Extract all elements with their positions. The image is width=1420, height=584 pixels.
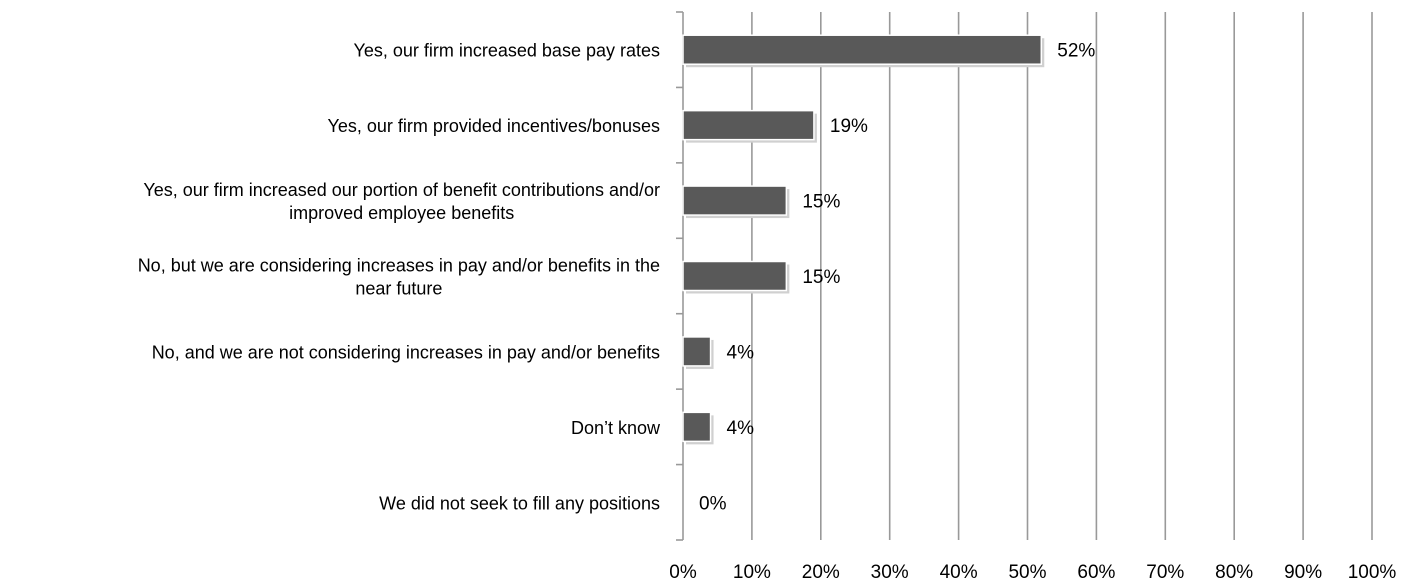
category-label-line: We did not seek to fill any positions bbox=[379, 493, 660, 513]
bars bbox=[682, 34, 1045, 445]
category-label: No, and we are not considering increases… bbox=[152, 342, 660, 362]
category-label-line: Yes, our firm increased base pay rates bbox=[354, 41, 661, 61]
category-label-line: improved employee benefits bbox=[289, 203, 514, 223]
category-label-line: No, but we are considering increases in … bbox=[138, 256, 660, 276]
x-tick-label: 90% bbox=[1284, 562, 1322, 583]
category-label: Yes, our firm provided incentives/bonuse… bbox=[327, 116, 660, 136]
bar bbox=[682, 34, 1043, 65]
x-tick-label: 70% bbox=[1146, 562, 1184, 583]
y-axis bbox=[676, 11, 684, 541]
x-tick-label: 80% bbox=[1215, 562, 1253, 583]
x-tick-label: 40% bbox=[940, 562, 978, 583]
x-tick-label: 100% bbox=[1348, 562, 1397, 583]
x-tick-label: 10% bbox=[733, 562, 771, 583]
category-label: Don’t know bbox=[571, 418, 661, 438]
bar bbox=[682, 336, 712, 367]
category-label: Yes, our firm increased our portion of b… bbox=[143, 180, 660, 223]
value-label: 15% bbox=[802, 267, 840, 288]
value-label: 0% bbox=[699, 493, 727, 514]
bar bbox=[682, 411, 712, 443]
x-tick-label: 0% bbox=[669, 562, 697, 583]
bar bbox=[682, 260, 788, 292]
value-label: 19% bbox=[830, 116, 868, 137]
x-tick-label: 30% bbox=[871, 562, 909, 583]
x-tick-label: 20% bbox=[802, 562, 840, 583]
category-label: Yes, our firm increased base pay rates bbox=[354, 41, 661, 61]
value-label: 4% bbox=[727, 342, 755, 363]
category-label-line: near future bbox=[355, 279, 442, 299]
category-label: We did not seek to fill any positions bbox=[379, 493, 660, 513]
category-label-line: No, and we are not considering increases… bbox=[152, 342, 660, 362]
category-label-line: Yes, our firm increased our portion of b… bbox=[143, 180, 660, 200]
category-label: No, but we are considering increases in … bbox=[138, 256, 660, 299]
category-labels: Yes, our firm increased base pay rates Ye… bbox=[138, 41, 661, 514]
value-label: 4% bbox=[727, 418, 755, 439]
x-tick-label: 50% bbox=[1008, 562, 1046, 583]
bar bbox=[682, 109, 815, 141]
value-label: 15% bbox=[802, 192, 840, 213]
x-tick-label: 60% bbox=[1077, 562, 1115, 583]
value-label: 52% bbox=[1057, 41, 1095, 62]
category-label-line: Yes, our firm provided incentives/bonuse… bbox=[327, 116, 660, 136]
value-labels: 52% 19% 15% 15% 4% 4% 0% bbox=[699, 41, 1095, 515]
category-label-line: Don’t know bbox=[571, 418, 661, 438]
gridlines bbox=[751, 12, 1373, 540]
x-tick-labels: 0% 10% 20% 30% 40% 50% 60% 70% 80% 90% 100% bbox=[669, 562, 1396, 583]
bar bbox=[682, 185, 788, 216]
